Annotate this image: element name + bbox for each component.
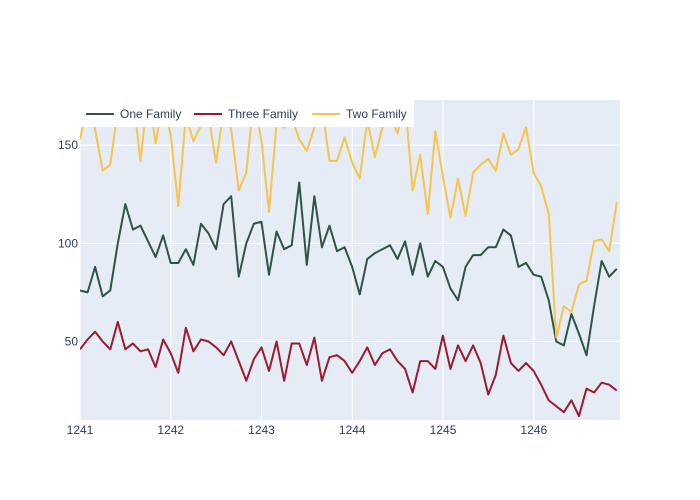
series-lines [80, 100, 618, 418]
y-axis-tick-labels: 50 100 150 [58, 138, 78, 348]
y-tick-label: 150 [58, 138, 78, 152]
x-tick-label: 1244 [339, 423, 366, 437]
legend-label-three-family: Three Family [228, 107, 298, 121]
y-tick-label: 100 [58, 236, 78, 250]
legend-background [80, 100, 414, 127]
legend: One Family Three Family Two Family [86, 107, 407, 121]
x-tick-label: 1242 [157, 423, 184, 437]
x-tick-label: 1246 [520, 423, 547, 437]
legend-label-two-family: Two Family [346, 107, 407, 121]
x-tick-label: 1245 [430, 423, 457, 437]
series-line-one-family [80, 181, 618, 357]
y-tick-label: 50 [65, 334, 79, 348]
x-tick-label: 1243 [248, 423, 275, 437]
series-line-three-family [80, 320, 618, 418]
legend-label-one-family: One Family [120, 107, 181, 121]
series-line-two-family [80, 100, 618, 339]
x-tick-label: 1241 [67, 423, 94, 437]
x-axis-tick-labels: 1241 1242 1243 1244 1245 1246 [67, 423, 548, 437]
